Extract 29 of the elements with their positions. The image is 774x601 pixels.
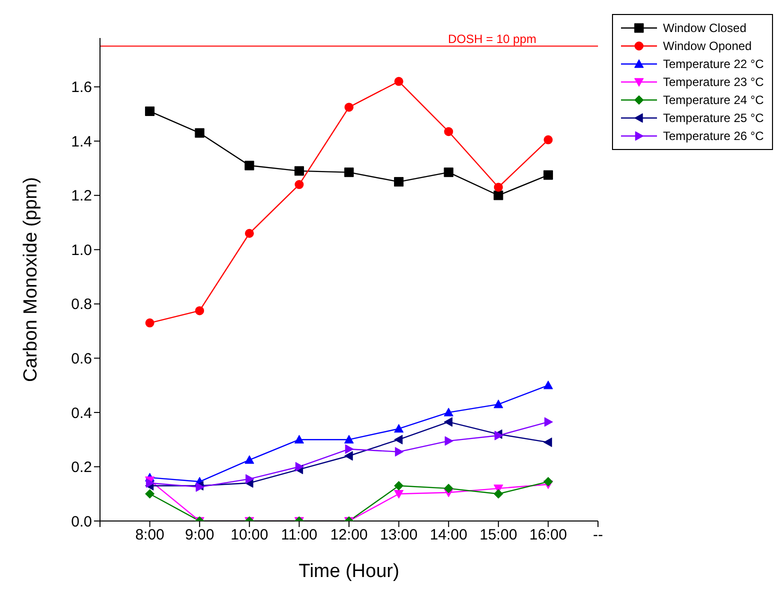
legend-label: Window Closed	[663, 21, 746, 35]
x-axis-title: Time (Hour)	[298, 561, 400, 582]
x-tick-label: 14:00	[430, 526, 468, 544]
y-tick-label: 0.8	[71, 296, 92, 314]
y-tick-label: 1.4	[71, 133, 92, 150]
legend-label: Temperature 26 °C	[663, 129, 764, 143]
y-tick-label: 1.6	[71, 79, 92, 96]
y-tick-label: 1.2	[71, 188, 92, 205]
legend-label: Temperature 25 °C	[663, 111, 764, 125]
x-tick-label: 12:00	[330, 526, 368, 544]
x-tick-label: --	[593, 526, 603, 544]
legend-label: Temperature 23 °C	[663, 75, 764, 89]
y-tick-label: 0.6	[71, 350, 92, 368]
y-tick-label: 0.2	[71, 459, 92, 476]
legend-label: Temperature 22 °C	[663, 57, 764, 71]
legend-label: Temperature 24 °C	[663, 93, 764, 107]
x-tick-label: 9:00	[185, 526, 214, 544]
x-tick-label: 16:00	[529, 526, 567, 544]
y-tick-label: 0.0	[71, 513, 92, 530]
legend-label: Window Oponed	[663, 39, 752, 53]
annotation: DOSH = 10 ppm	[448, 32, 536, 46]
x-tick-label: 11:00	[280, 526, 318, 544]
y-tick-label: 0.4	[71, 404, 92, 422]
y-axis-title: Carbon Monoxide (ppm)	[20, 177, 42, 382]
x-tick-label: 10:00	[230, 526, 268, 544]
y-tick-label: 1.0	[71, 242, 92, 259]
x-tick-label: 8:00	[135, 526, 164, 544]
x-tick-label: 15:00	[480, 526, 518, 544]
x-tick-label: 13:00	[380, 526, 418, 544]
